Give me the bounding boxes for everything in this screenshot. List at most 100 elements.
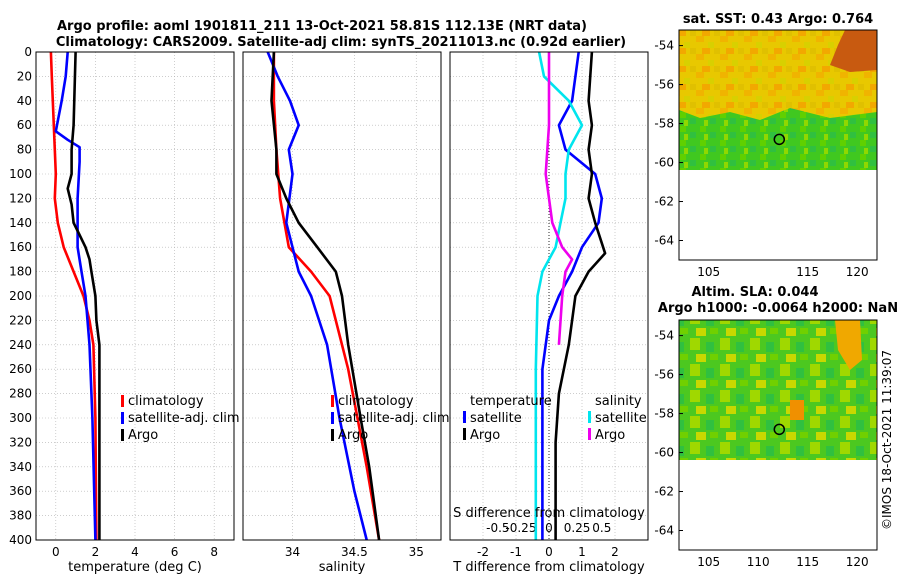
- series-line-temperature-argo: [554, 51, 607, 540]
- legend-temp-satellite-label: satellite: [470, 411, 522, 426]
- temperature-frame: [35, 51, 235, 541]
- legend-argo-swatch: [121, 429, 124, 441]
- depth-tick: 120: [9, 191, 32, 205]
- depth-tick: 160: [9, 240, 32, 254]
- depth-tick: 20: [17, 69, 32, 83]
- series-line-argo: [270, 51, 381, 541]
- depth-tick: 60: [17, 118, 32, 132]
- sst-map-frame: [678, 29, 878, 261]
- legend-argo-label: Argo: [128, 428, 158, 443]
- difference-top-tick: 0: [545, 521, 553, 535]
- legend-climatology-label: climatology: [338, 394, 414, 409]
- map-lat-tick: -60: [654, 156, 674, 170]
- map-lon-tick: 115: [796, 555, 819, 569]
- difference-top-tick: -0.5: [486, 521, 509, 535]
- title-line-2: Climatology: CARS2009. Satellite-adj cli…: [56, 35, 626, 50]
- depth-tick: 40: [17, 94, 32, 108]
- difference-top-label: S difference from climatology: [453, 506, 645, 521]
- series-line-salinity-argo: [544, 52, 574, 345]
- difference-x-tick: 0: [545, 545, 553, 559]
- map-lon-tick: 120: [846, 265, 869, 279]
- legend-satellite-label: satellite-adj. clim: [338, 411, 450, 426]
- depth-tick: 0: [24, 45, 32, 59]
- depth-tick: 100: [9, 167, 32, 181]
- temperature-x-tick: 2: [92, 545, 100, 559]
- series-line-satellite-adj-clim: [54, 51, 97, 541]
- legend-temperature-header: temperature: [470, 394, 552, 409]
- series-line-salinity-satellite: [534, 51, 584, 540]
- sla-map-subtitle: Argo h1000: -0.0064 h2000: NaN: [658, 301, 898, 316]
- sla-map-title: Altim. SLA: 0.044: [692, 285, 819, 300]
- difference-legend: temperature salinity satellite Argo sate…: [463, 394, 647, 443]
- salinity-legend: climatology satellite-adj. clim Argo: [331, 394, 450, 443]
- series-line-temperature-satellite: [541, 51, 604, 540]
- legend-sal-satellite-swatch: [588, 411, 591, 423]
- legend-climatology-swatch: [331, 395, 334, 407]
- temperature-legend: climatology satellite-adj. clim Argo: [121, 394, 240, 443]
- depth-tick: 400: [9, 533, 32, 547]
- salinity-frame: [242, 51, 442, 541]
- legend-sal-argo-label: Argo: [595, 428, 625, 443]
- legend-temp-satellite-swatch: [463, 411, 466, 423]
- series-line-argo: [66, 51, 101, 540]
- difference-x-tick: 2: [611, 545, 619, 559]
- depth-tick: 360: [9, 484, 32, 498]
- map-lat-tick: -64: [654, 234, 674, 248]
- series-line-satellite-adj-clim: [266, 51, 368, 541]
- depth-tick: 300: [9, 411, 32, 425]
- depth-tick: 240: [9, 338, 32, 352]
- map-lon-tick: 105: [697, 265, 720, 279]
- sst-map: [678, 29, 878, 261]
- sst-map-axes: -54 -56 -58 -60 -62 -64 105 115 120: [654, 39, 868, 279]
- salinity-x-tick: 34: [285, 545, 300, 559]
- legend-climatology-swatch: [121, 395, 124, 407]
- map-lon-tick: 120: [846, 555, 869, 569]
- legend-sal-argo-swatch: [588, 428, 591, 440]
- difference-top-tick: -0.25: [505, 521, 536, 535]
- temperature-x-tick: 8: [210, 545, 218, 559]
- sla-map: [678, 319, 878, 551]
- temperature-x-tick: 4: [131, 545, 139, 559]
- map-lat-tick: -58: [654, 407, 674, 421]
- difference-x-tick: 1: [578, 545, 586, 559]
- depth-tick: 260: [9, 362, 32, 376]
- argo-location-marker: [773, 423, 786, 436]
- difference-top-tick: 0.25: [564, 521, 591, 535]
- depth-tick: 380: [9, 509, 32, 523]
- temperature-x-tick: 6: [171, 545, 179, 559]
- sst-cold-field: [679, 108, 877, 170]
- legend-temp-argo-label: Argo: [470, 428, 500, 443]
- legend-satellite-label: satellite-adj. clim: [128, 411, 240, 426]
- map-lat-tick: -54: [654, 329, 674, 343]
- difference-x-tick: -2: [477, 545, 489, 559]
- legend-climatology-label: climatology: [128, 394, 204, 409]
- legend-temp-argo-swatch: [463, 428, 466, 440]
- legend-satellite-swatch: [331, 412, 334, 424]
- salinity-x-tick: 35: [409, 545, 424, 559]
- depth-tick: 80: [17, 143, 32, 157]
- temperature-x-tick: 0: [52, 545, 60, 559]
- map-lon-tick: 115: [796, 265, 819, 279]
- map-lat-tick: -56: [654, 78, 674, 92]
- sst-warm-core: [830, 30, 877, 72]
- sla-map-axes: -54 -56 -58 -60 -62 -64 105 110 115 120: [654, 329, 868, 569]
- legend-salinity-header: salinity: [595, 394, 642, 409]
- legend-argo-swatch: [331, 429, 334, 441]
- depth-tick: 180: [9, 265, 32, 279]
- sla-map-frame: [678, 319, 878, 551]
- sla-high-anomaly: [835, 320, 862, 370]
- difference-top-tick: 0.5: [592, 521, 611, 535]
- sla-eddy: [790, 400, 804, 420]
- map-lat-tick: -58: [654, 117, 674, 131]
- map-lat-tick: -56: [654, 368, 674, 382]
- depth-tick: 340: [9, 460, 32, 474]
- salinity-xlabel: salinity: [319, 560, 366, 575]
- sst-map-title: sat. SST: 0.43 Argo: 0.764: [683, 12, 873, 27]
- salinity-plot: 34 34.5 35: [242, 51, 442, 559]
- difference-x-tick: -1: [510, 545, 522, 559]
- map-lon-tick: 105: [697, 555, 720, 569]
- salinity-x-tick: 34.5: [341, 545, 368, 559]
- difference-xlabel: T difference from climatology: [452, 560, 645, 575]
- depth-tick: 140: [9, 216, 32, 230]
